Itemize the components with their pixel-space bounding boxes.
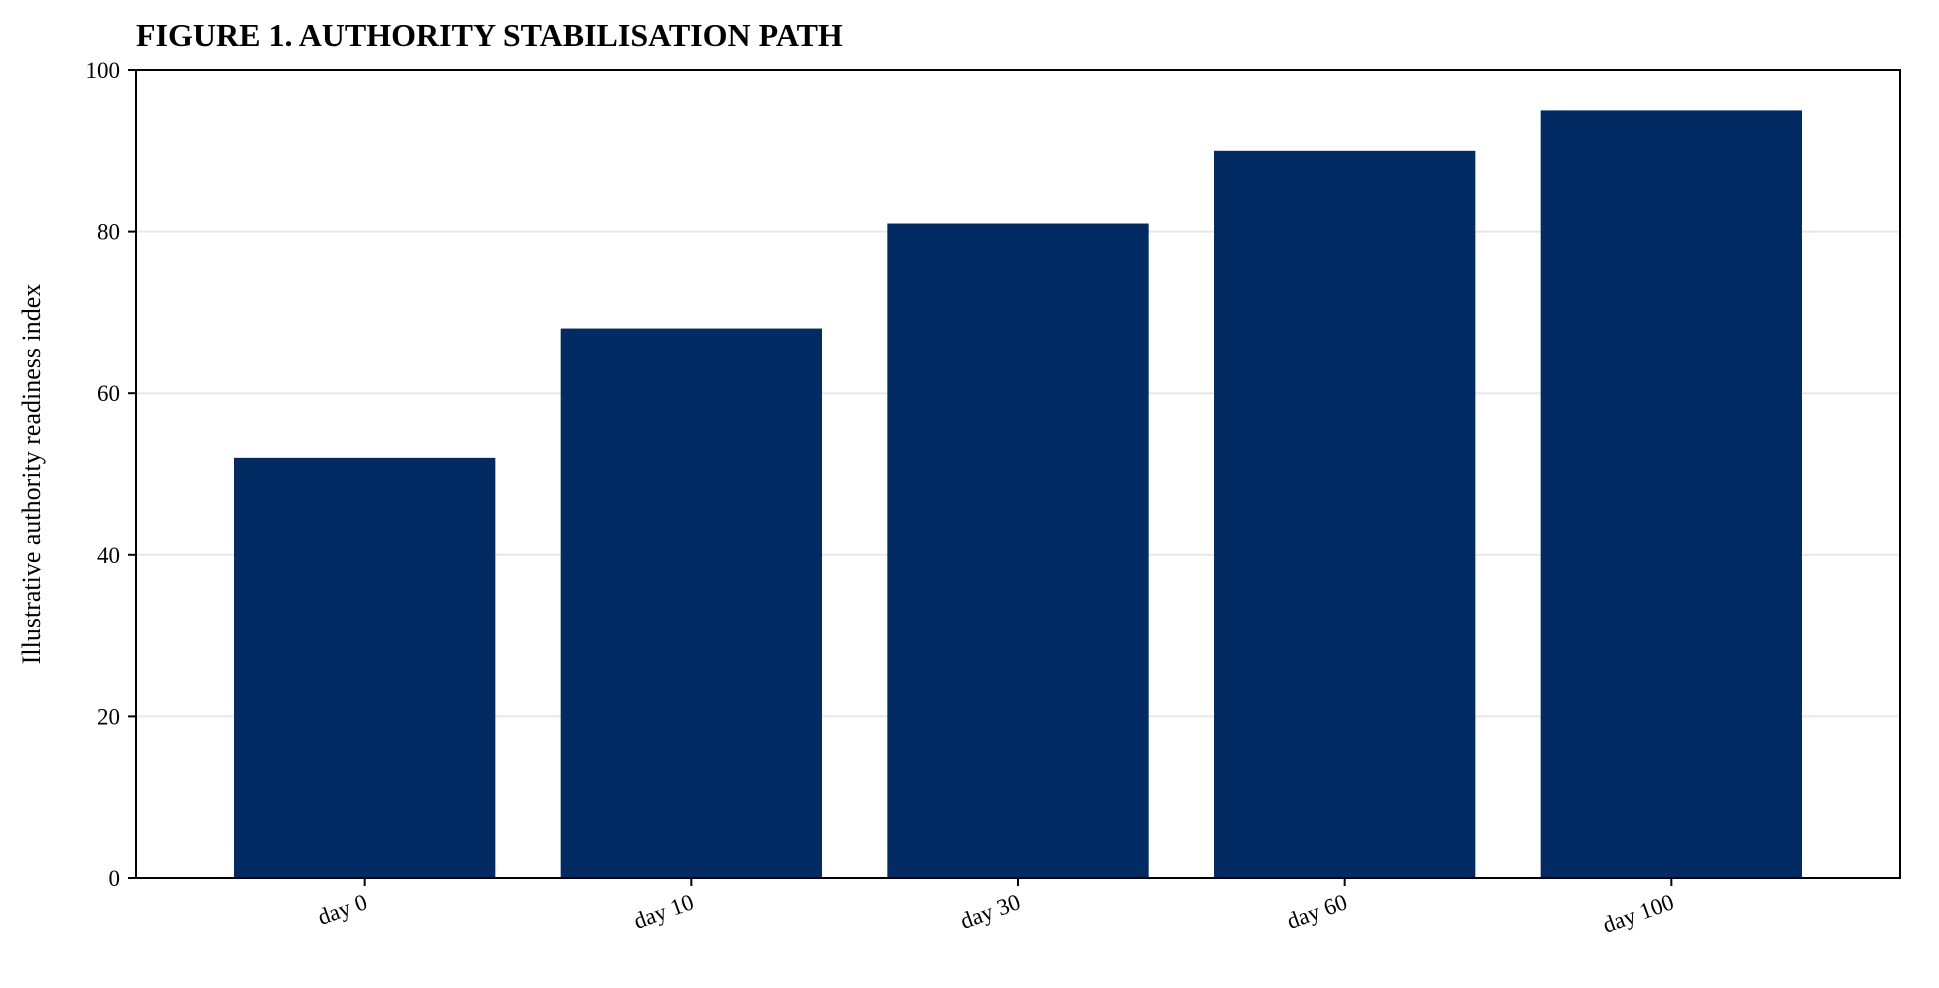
y-axis-label: Illustrative authority readiness index xyxy=(17,284,46,665)
y-tick-label-40: 40 xyxy=(97,543,120,568)
x-tick-label-day-100: day 100 xyxy=(1599,889,1677,938)
x-tick-label-day-10: day 10 xyxy=(630,889,697,934)
bar-day-60 xyxy=(1214,150,1476,879)
bars xyxy=(234,110,1802,879)
y-tick-label-80: 80 xyxy=(97,220,120,245)
chart-title: FIGURE 1. AUTHORITY STABILISATION PATH xyxy=(136,17,843,53)
x-tick-label-day-0: day 0 xyxy=(314,889,370,930)
x-tick-label-day-30: day 30 xyxy=(957,889,1024,934)
y-tick-label-0: 0 xyxy=(109,866,121,891)
x-axis-ticks: day 0 day 10 day 30 day 60 day 100 xyxy=(314,878,1677,938)
y-tick-label-20: 20 xyxy=(97,704,120,729)
y-tick-label-60: 60 xyxy=(97,381,120,406)
bar-day-10 xyxy=(560,328,822,878)
bar-day-100 xyxy=(1540,110,1802,878)
x-tick-label-day-60: day 60 xyxy=(1284,889,1351,934)
bar-day-30 xyxy=(887,223,1149,878)
y-axis-ticks: 0 20 40 60 80 100 xyxy=(86,58,136,891)
y-tick-label-100: 100 xyxy=(86,58,121,83)
bar-day-0 xyxy=(234,457,496,878)
